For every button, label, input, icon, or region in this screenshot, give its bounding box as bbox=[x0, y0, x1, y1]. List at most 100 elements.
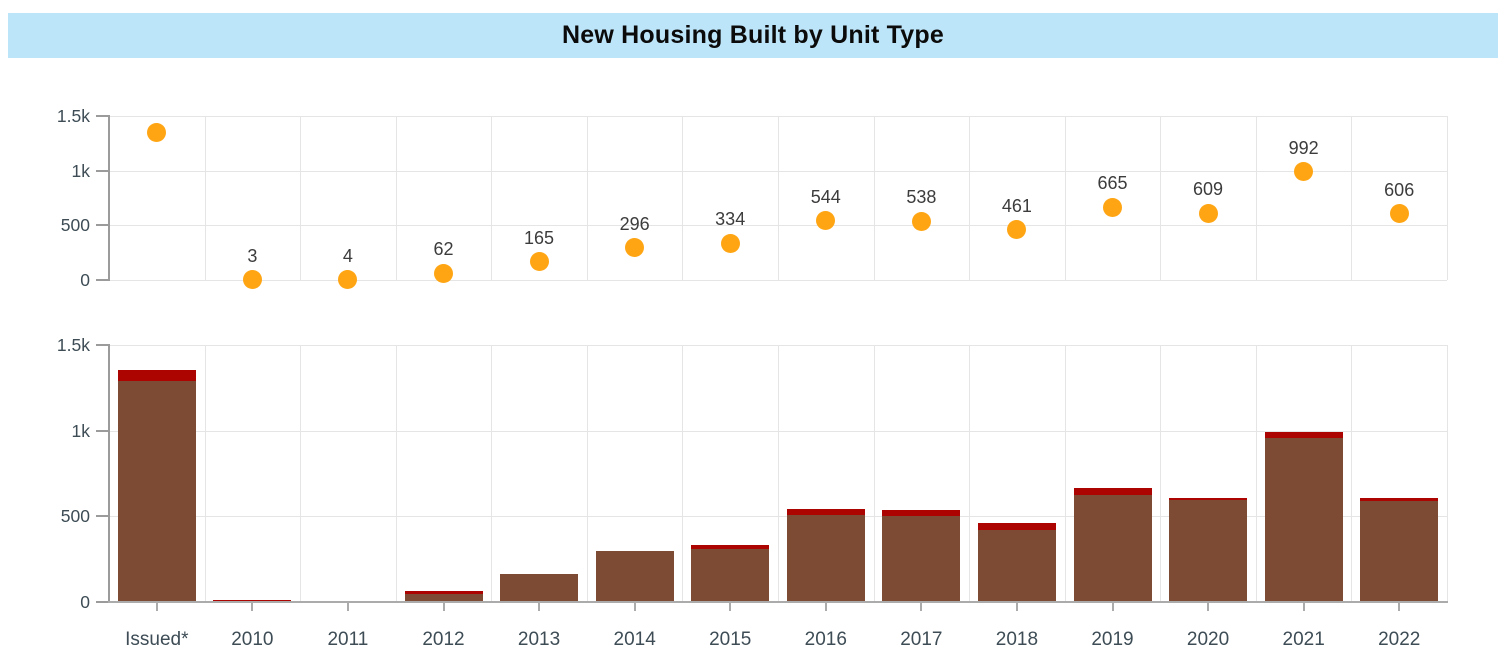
x-axis-category-label: 2012 bbox=[422, 629, 465, 650]
scatter-point-label: 165 bbox=[524, 227, 555, 248]
bar-segment-red[interactable] bbox=[977, 523, 1056, 530]
x-axis-category-label: Issued* bbox=[125, 629, 189, 650]
scatter-point-label: 62 bbox=[433, 239, 454, 260]
x-axis-tick bbox=[920, 603, 923, 611]
bar-segment-brown[interactable] bbox=[1360, 500, 1439, 602]
bar-segment-red[interactable] bbox=[117, 370, 196, 381]
y-axis-tick bbox=[96, 601, 109, 603]
scatter-point-label: 609 bbox=[1193, 179, 1224, 200]
scatter-point[interactable] bbox=[434, 263, 453, 283]
scatter-point[interactable] bbox=[242, 270, 262, 290]
bar-segment-red[interactable] bbox=[882, 509, 961, 517]
scatter-point-label: 665 bbox=[1097, 173, 1128, 194]
gridline-vertical bbox=[1351, 345, 1353, 602]
y-axis-tick-label: 1.5k bbox=[56, 106, 90, 126]
scatter-point-label: 992 bbox=[1288, 137, 1319, 158]
scatter-point[interactable] bbox=[911, 211, 931, 231]
scatter-point-label: 334 bbox=[715, 209, 746, 230]
scatter-point[interactable] bbox=[816, 211, 836, 231]
bar-segment-brown[interactable] bbox=[500, 573, 579, 602]
gridline-vertical bbox=[778, 116, 779, 280]
gridline-horizontal bbox=[109, 280, 1447, 281]
gridline-vertical bbox=[395, 345, 397, 602]
x-axis-tick bbox=[538, 603, 541, 611]
gridline-vertical bbox=[1064, 116, 1066, 280]
x-axis-category-label: 2014 bbox=[613, 629, 656, 650]
x-axis-category-label: 2013 bbox=[517, 629, 561, 650]
scatter-point-label: 461 bbox=[1001, 195, 1032, 216]
chart-title: New Housing Built by Unit Type bbox=[562, 21, 944, 49]
y-axis-tick bbox=[96, 115, 109, 117]
gridline-vertical bbox=[1255, 116, 1257, 280]
x-axis-tick bbox=[1207, 603, 1210, 611]
x-axis-category-label: 2010 bbox=[231, 629, 274, 650]
scatter-point-label: 606 bbox=[1384, 179, 1415, 200]
gridline-vertical bbox=[204, 116, 206, 280]
x-axis-tick bbox=[1302, 603, 1305, 611]
bar-segment-brown[interactable] bbox=[117, 380, 196, 602]
x-axis-tick bbox=[251, 603, 254, 611]
bar-segment-red[interactable] bbox=[786, 508, 865, 515]
y-axis-line bbox=[108, 115, 110, 281]
x-axis-category-label: 2018 bbox=[995, 629, 1039, 650]
y-axis-tick-label: 500 bbox=[60, 506, 90, 527]
x-axis-line bbox=[108, 601, 1448, 603]
y-axis-tick-label: 1.5k bbox=[56, 335, 90, 355]
scatter-point-label: 3 bbox=[247, 245, 258, 266]
scatter-point[interactable] bbox=[720, 233, 740, 253]
bar-segment-brown[interactable] bbox=[691, 548, 770, 602]
x-axis-category-label: 2020 bbox=[1186, 629, 1230, 650]
gridline-vertical bbox=[491, 116, 493, 280]
bar-segment-brown[interactable] bbox=[1169, 500, 1248, 602]
scatter-point[interactable] bbox=[529, 252, 549, 272]
gridline-vertical bbox=[1160, 116, 1162, 280]
gridline-vertical bbox=[586, 116, 588, 280]
scatter-point-label: 4 bbox=[342, 245, 353, 266]
gridline-vertical bbox=[300, 116, 302, 280]
bar-segment-red[interactable] bbox=[691, 544, 770, 549]
bar-segment-red[interactable] bbox=[1169, 497, 1248, 501]
x-axis-tick bbox=[1111, 603, 1114, 611]
gridline-vertical bbox=[395, 116, 397, 280]
bar-segment-red[interactable] bbox=[1073, 488, 1152, 495]
gridline-vertical bbox=[1351, 116, 1353, 280]
y-axis-tick-label: 0 bbox=[80, 270, 90, 290]
gridline-vertical bbox=[969, 345, 971, 602]
scatter-point[interactable] bbox=[338, 270, 358, 290]
bar-segment-red[interactable] bbox=[1360, 498, 1439, 501]
gridline-vertical bbox=[1160, 345, 1162, 602]
scatter-point[interactable] bbox=[1198, 203, 1218, 223]
x-axis-tick bbox=[1015, 603, 1018, 611]
gridline-vertical bbox=[1064, 345, 1066, 602]
scatter-point[interactable] bbox=[1294, 162, 1314, 182]
x-axis-category-label: 2022 bbox=[1378, 629, 1421, 650]
bar-segment-brown[interactable] bbox=[595, 551, 674, 602]
x-axis-tick bbox=[824, 603, 827, 611]
gridline-vertical bbox=[1255, 345, 1257, 602]
bar-segment-brown[interactable] bbox=[786, 514, 865, 602]
bar-segment-brown[interactable] bbox=[1264, 437, 1343, 602]
y-axis-tick-label: 500 bbox=[60, 215, 90, 236]
scatter-point[interactable] bbox=[625, 238, 645, 258]
scatter-point[interactable] bbox=[1007, 220, 1027, 240]
bar-segment-brown[interactable] bbox=[404, 593, 483, 602]
x-axis-tick bbox=[442, 603, 445, 611]
bar-segment-brown[interactable] bbox=[977, 529, 1056, 602]
gridline-vertical bbox=[300, 345, 302, 602]
scatter-point[interactable] bbox=[147, 122, 167, 142]
y-axis-tick bbox=[96, 169, 109, 172]
bar-segment-red[interactable] bbox=[1264, 432, 1343, 438]
y-axis-line bbox=[108, 344, 110, 603]
scatter-point[interactable] bbox=[1103, 197, 1122, 217]
gridline-vertical bbox=[873, 345, 875, 602]
bar-segment-brown[interactable] bbox=[882, 516, 961, 602]
gridline-vertical bbox=[969, 116, 971, 280]
scatter-point-label: 296 bbox=[619, 213, 650, 234]
bar-segment-red[interactable] bbox=[213, 599, 292, 601]
x-axis-tick bbox=[729, 603, 732, 611]
bar-segment-red[interactable] bbox=[404, 591, 483, 594]
bar-segment-brown[interactable] bbox=[1073, 494, 1152, 602]
scatter-point[interactable] bbox=[1389, 204, 1409, 224]
y-axis-tick bbox=[96, 515, 109, 518]
